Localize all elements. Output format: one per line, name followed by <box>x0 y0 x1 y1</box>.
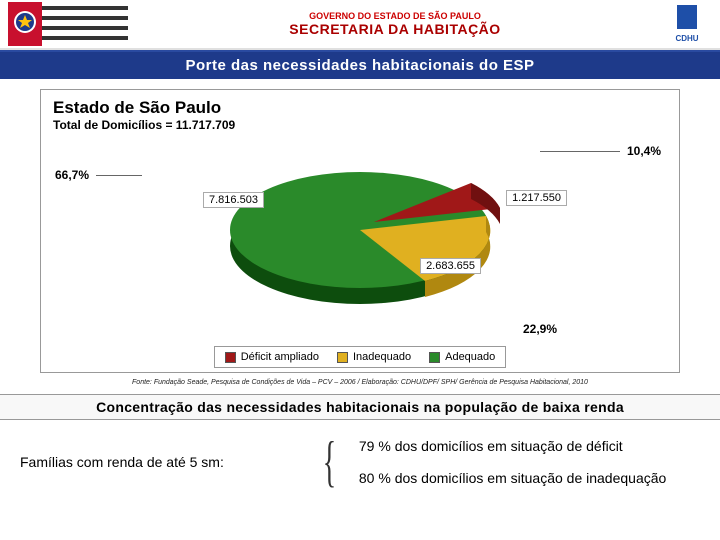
chart-subtitle: Total de Domicílios = 11.717.709 <box>53 118 667 132</box>
legend-item: Adequado <box>429 351 495 363</box>
legend-swatch <box>337 352 348 363</box>
stat-deficit: 79 % dos domicílios em situação de défic… <box>359 438 666 454</box>
legend-label: Inadequado <box>353 351 411 363</box>
flag-canton <box>8 2 58 46</box>
pie-chart <box>150 138 570 328</box>
source-note: Fonte: Fundação Seade, Pesquisa de Condi… <box>0 379 720 386</box>
chart-container: Estado de São Paulo Total de Domicílios … <box>40 89 680 373</box>
legend-item: Inadequado <box>337 351 411 363</box>
legend-item: Déficit ampliado <box>225 351 319 363</box>
bottom-section: Famílias com renda de até 5 sm: { 79 % d… <box>0 420 720 504</box>
callout-inadequado-pct: 22,9% <box>523 322 557 336</box>
cdhu-text: CDHU <box>662 34 712 43</box>
pct-text: 66,7% <box>55 168 89 182</box>
pct-text: 22,9% <box>523 322 557 336</box>
legend-label: Adequado <box>445 351 495 363</box>
value-adequado: 7.816.503 <box>203 192 264 208</box>
legend-label: Déficit ampliado <box>241 351 319 363</box>
value-inadequado: 2.683.655 <box>420 258 481 274</box>
value-deficit: 1.217.550 <box>506 190 567 206</box>
cdhu-logo: CDHU <box>662 5 712 43</box>
legend-swatch <box>225 352 236 363</box>
page-title: Porte das necessidades habitacionais do … <box>0 50 720 79</box>
header-titles: GOVERNO DO ESTADO DE SÃO PAULO SECRETARI… <box>128 11 662 37</box>
sp-flag <box>8 2 128 46</box>
gov-line: GOVERNO DO ESTADO DE SÃO PAULO <box>128 11 662 21</box>
legend-swatch <box>429 352 440 363</box>
chart-title: Estado de São Paulo <box>53 98 667 118</box>
chart-legend: Déficit ampliado Inadequado Adequado <box>214 346 507 368</box>
families-text: Famílias com renda de até 5 sm: <box>20 454 300 470</box>
brace-icon: { <box>323 434 336 490</box>
sec-line: SECRETARIA DA HABITAÇÃO <box>128 21 662 37</box>
stat-inadequacao: 80 % dos domicílios em situação de inade… <box>359 470 666 486</box>
header-bar: GOVERNO DO ESTADO DE SÃO PAULO SECRETARI… <box>0 0 720 50</box>
section2-title: Concentração das necessidades habitacion… <box>0 394 720 420</box>
pct-text: 10,4% <box>627 144 661 158</box>
callout-deficit-pct: 10,4% <box>540 144 661 158</box>
chart-body: 66,7% 10,4% 22,9% 7.816.503 1.217.550 2.… <box>53 138 667 338</box>
stats-column: 79 % dos domicílios em situação de défic… <box>359 438 666 486</box>
callout-adequado-pct: 66,7% <box>55 168 142 182</box>
